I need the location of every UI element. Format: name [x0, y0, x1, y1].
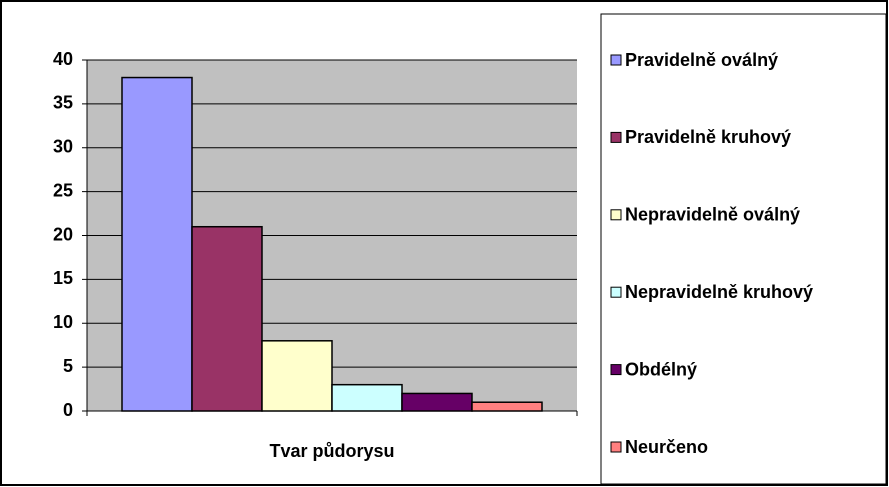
legend-swatch [610, 209, 622, 221]
y-tick-label: 35 [53, 93, 73, 113]
bar [331, 383, 403, 412]
y-tick-label: 30 [53, 137, 73, 157]
legend-swatch [610, 286, 622, 298]
bar [191, 225, 263, 412]
legend-label: Nepravidelně kruhový [625, 282, 813, 302]
y-tick-label: 40 [53, 49, 73, 69]
legend-label: Pravidelně kruhový [625, 127, 791, 147]
legend-label: Nepravidelně oválný [625, 205, 800, 225]
y-tick-label: 25 [53, 180, 73, 200]
legend-box [600, 13, 887, 485]
legend-swatch [610, 364, 622, 376]
legend-swatch [610, 54, 622, 66]
bar [121, 76, 193, 412]
y-tick-label: 20 [53, 224, 73, 244]
legend-swatch [610, 131, 622, 143]
bar [261, 340, 333, 412]
y-tick-label: 5 [63, 356, 73, 376]
legend-label: Pravidelně oválný [625, 50, 778, 70]
legend-label: Neurčeno [625, 437, 708, 457]
y-tick-label: 15 [53, 268, 73, 288]
y-tick-label: 0 [63, 400, 73, 420]
y-tick-label: 10 [53, 312, 73, 332]
bar [471, 401, 543, 412]
bar [401, 392, 473, 412]
x-tick-label: Tvar půdorysu [269, 441, 394, 461]
legend-label: Obdélný [625, 359, 697, 379]
legend-swatch [610, 441, 622, 453]
